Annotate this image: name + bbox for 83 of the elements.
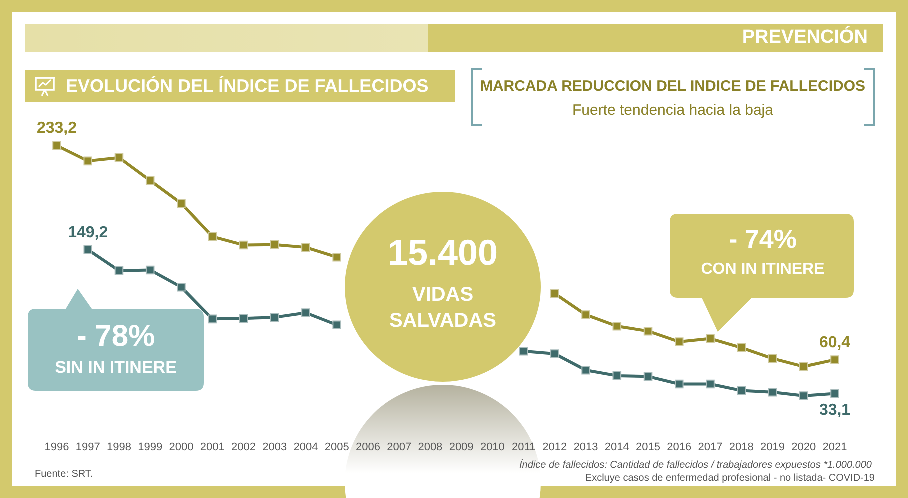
x-tick-label: 2009 — [449, 441, 474, 454]
point — [146, 176, 155, 186]
annotation: - 74% — [728, 224, 798, 255]
x-tick-label: 1997 — [76, 441, 100, 454]
point — [302, 243, 310, 252]
text: Excluye casos de enfermedad profesional - no listada- COVID-19 — [585, 473, 875, 484]
x-tick-label: 2018 — [729, 441, 754, 454]
text: PREVENCIÓN — [741, 25, 868, 50]
text: Fuerte tendencia hacia la baja — [572, 102, 774, 119]
point — [768, 354, 778, 364]
data-label: 233,2 — [36, 120, 78, 138]
annotation: - 78% — [76, 320, 156, 354]
point — [830, 356, 840, 364]
point — [177, 199, 186, 208]
point — [270, 313, 280, 322]
data-label: 149,2 — [68, 224, 108, 242]
point — [114, 153, 124, 162]
point — [177, 282, 186, 292]
x-tick-label: 2004 — [294, 441, 318, 454]
point — [239, 314, 248, 323]
x-tick-label: 2021 — [822, 441, 848, 454]
point — [799, 392, 808, 400]
point — [208, 314, 217, 324]
x-tick-label: 2005 — [324, 441, 350, 454]
x-tick-label: 2019 — [760, 441, 785, 454]
x-tick-label: 2008 — [418, 441, 443, 454]
point — [84, 246, 93, 254]
point — [550, 289, 560, 298]
x-tick-label: 2013 — [574, 441, 598, 454]
text: Índice de fallecidos: Cantidad de fallecidos / trabajadores expuestos *1.000.000 — [520, 460, 872, 471]
point — [239, 240, 248, 250]
x-tick-label: 2011 — [512, 441, 536, 454]
point — [675, 380, 684, 389]
x-tick-label: 2012 — [542, 441, 568, 454]
x-tick-label: 2015 — [636, 441, 661, 454]
point — [84, 156, 93, 166]
point — [332, 320, 342, 330]
point — [612, 372, 622, 380]
chart-title: EVOLUCIÓN DEL ÍNDICE DE FALLECIDOS — [66, 75, 429, 98]
x-tick-label: 2020 — [792, 441, 816, 454]
x-tick-label: 1998 — [107, 441, 132, 454]
point — [644, 326, 653, 336]
annotation: SIN IN ITINERE — [54, 358, 178, 378]
point — [737, 344, 746, 352]
x-tick-label: 2010 — [480, 441, 505, 454]
x-tick-label: 2001 — [200, 441, 225, 454]
point — [706, 380, 715, 389]
x-tick-label: 2003 — [262, 441, 288, 454]
point — [830, 389, 840, 398]
point — [270, 240, 280, 250]
x-tick-label: 2016 — [667, 441, 692, 454]
data-label: 60,4 — [819, 334, 851, 352]
x-tick-label: 1999 — [138, 441, 163, 454]
x-tick-label: 2014 — [604, 441, 630, 454]
point — [644, 372, 653, 382]
point — [302, 308, 310, 318]
x-tick-label: 2002 — [231, 441, 256, 454]
point — [675, 338, 684, 346]
point — [114, 266, 124, 276]
point — [737, 386, 746, 396]
point — [799, 362, 808, 372]
point — [208, 232, 217, 242]
x-tick-label: 1996 — [44, 441, 70, 454]
text: MARCADA REDUCCION DEL INDICE DE FALLECIDOS — [479, 78, 866, 95]
x-tick-label: 2007 — [387, 441, 412, 454]
point — [332, 252, 342, 262]
point — [582, 310, 590, 320]
point — [768, 388, 778, 397]
point — [519, 347, 528, 356]
source-note: Fuente: SRT. — [35, 469, 94, 480]
point — [52, 141, 62, 150]
x-tick-label: 2000 — [169, 441, 194, 454]
annotation: CON IN ITINERE — [700, 261, 826, 279]
point — [550, 350, 560, 358]
x-tick-label: 2017 — [698, 441, 723, 454]
x-tick-label: 2006 — [356, 441, 380, 454]
point — [582, 366, 590, 375]
point — [612, 322, 622, 331]
annotation: VIDAS SALVADAS — [388, 283, 498, 334]
data-label: 33,1 — [819, 402, 851, 420]
point — [146, 266, 155, 275]
point — [706, 334, 715, 344]
annotation: 15.400 — [386, 232, 500, 274]
